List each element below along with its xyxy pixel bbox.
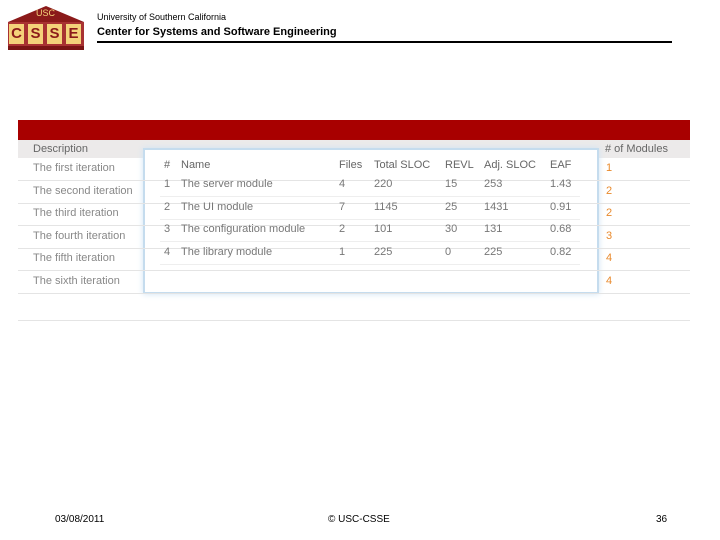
logo-letter: C (9, 24, 24, 44)
popup-cell: 1 (164, 178, 171, 190)
footer-copyright: © USC-CSSE (328, 514, 390, 525)
bg-description: The second iteration (33, 184, 133, 197)
bg-row-rule (18, 270, 690, 272)
logo-letter: E (66, 24, 81, 44)
popup (143, 148, 599, 294)
popup-cell: 225 (374, 246, 393, 259)
bg-row-rule (18, 225, 690, 227)
popup-cell: The UI module (181, 200, 254, 213)
bg-modules: 4 (606, 252, 613, 265)
bg-description: The sixth iteration (33, 275, 120, 287)
bg-modules: 3 (606, 229, 613, 242)
popup-cell: 0 (445, 246, 452, 259)
red-bar (18, 120, 690, 140)
bg-description: The first iteration (33, 162, 115, 174)
popup-cell: 4 (164, 246, 171, 259)
footer-page: 36 (656, 514, 668, 525)
popup-column-header: # (164, 159, 171, 171)
popup-cell: 131 (484, 223, 503, 236)
logo-letter: S (28, 24, 43, 44)
popup-cell: 30 (445, 223, 458, 236)
bg-row-rule (18, 247, 690, 249)
popup-column-header: Files (339, 159, 363, 171)
center: Center for Systems and Software Engineer… (97, 26, 337, 38)
logo-top: USC (36, 8, 56, 18)
popup-cell: 253 (484, 178, 503, 190)
bg-column-header: # of Modules (605, 143, 668, 155)
popup-row-rule (160, 196, 580, 197)
popup-cell: 25 (445, 200, 458, 213)
bg-row-rule (18, 293, 690, 294)
popup-row-rule (160, 218, 580, 220)
popup-cell: 2 (339, 223, 346, 236)
popup-cell: 1.43 (550, 178, 572, 190)
popup-cell: 0.82 (550, 246, 572, 259)
popup-cell: The configuration module (181, 223, 306, 236)
bg-modules: 2 (606, 207, 613, 220)
popup-cell: 3 (164, 223, 171, 236)
popup-cell: 101 (374, 223, 393, 236)
popup-cell: 7 (339, 200, 346, 213)
popup-cell: The library module (181, 246, 273, 259)
popup-row-rule (160, 264, 580, 266)
popup-cell: 2 (164, 200, 171, 213)
popup-cell: 15 (445, 178, 458, 190)
bg-description: The fourth iteration (33, 229, 126, 242)
popup-column-header: Total SLOC (374, 159, 431, 171)
popup-cell: 225 (484, 246, 503, 259)
popup-column-header: Name (181, 159, 211, 171)
popup-column-header: EAF (550, 159, 572, 171)
popup-column-header: REVL (445, 159, 474, 171)
footer-date: 03/08/2011 (55, 514, 105, 525)
popup-cell: 1431 (484, 200, 509, 213)
bg-description: The third iteration (33, 207, 119, 220)
bg-modules: 4 (606, 275, 613, 287)
logo-letter: S (47, 24, 62, 44)
bg-modules: 1 (606, 162, 613, 174)
popup-cell: 1145 (374, 200, 398, 213)
popup-cell: 1 (339, 246, 346, 259)
bg-modules: 2 (606, 184, 613, 197)
popup-cell: 0.91 (550, 200, 572, 213)
university: University of Southern California (97, 12, 227, 22)
popup-cell: The server module (181, 178, 273, 190)
popup-row-rule (160, 241, 580, 243)
header-rule (97, 41, 672, 43)
bg-bottom-rule (18, 320, 690, 321)
popup-cell: 4 (339, 178, 346, 190)
bg-row-rule (18, 202, 690, 204)
popup-column-header: Adj. SLOC (484, 159, 536, 171)
bg-column-header: Description (33, 143, 89, 155)
bg-description: The fifth iteration (33, 252, 115, 265)
bg-row-rule (18, 180, 690, 181)
popup-cell: 220 (374, 178, 393, 190)
popup-cell: 0.68 (550, 223, 572, 236)
